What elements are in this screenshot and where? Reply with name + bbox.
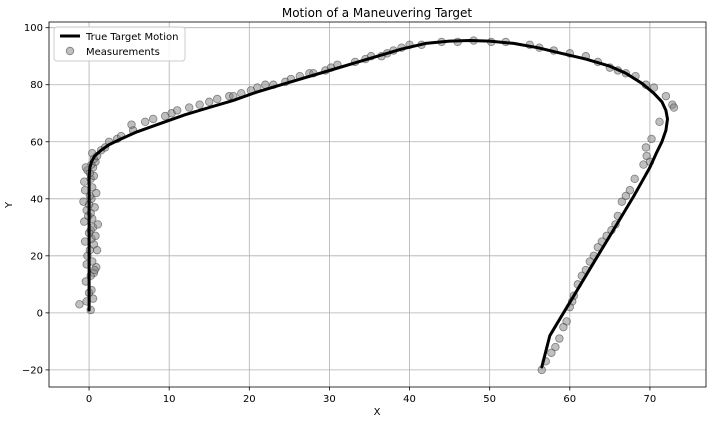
measurement-point bbox=[90, 265, 99, 275]
legend-marker-swatch bbox=[65, 46, 75, 56]
y-tick-label: 100 bbox=[24, 23, 43, 34]
plot-frame bbox=[48, 21, 707, 388]
y-tick-label: 0 bbox=[37, 308, 43, 319]
measurement-point bbox=[195, 100, 204, 109]
y-tick-label: 20 bbox=[30, 251, 43, 262]
measurement-point bbox=[93, 220, 103, 229]
measurement-point bbox=[75, 300, 84, 309]
x-tick-label: 60 bbox=[563, 394, 576, 405]
measurement-point bbox=[127, 120, 136, 129]
x-tick-label: 30 bbox=[323, 394, 336, 405]
x-tick-label: 0 bbox=[86, 394, 92, 405]
measurement-point bbox=[205, 97, 214, 107]
x-tick-label: 20 bbox=[243, 394, 256, 405]
y-ticks: −20 0 20 40 60 80 100 bbox=[22, 23, 49, 376]
grid bbox=[49, 22, 706, 387]
legend-label-true-motion: True Target Motion bbox=[85, 32, 178, 43]
legend: True Target Motion Measurements bbox=[53, 26, 186, 62]
measurement-point bbox=[172, 106, 182, 115]
measurement-point bbox=[79, 197, 88, 206]
measurement-point bbox=[647, 134, 656, 144]
measurement-point bbox=[630, 174, 639, 184]
measurement-point bbox=[148, 114, 158, 124]
y-tick-label: −20 bbox=[22, 365, 43, 376]
legend-box bbox=[53, 26, 186, 62]
x-axis-label: X bbox=[374, 407, 381, 418]
chart-title: Motion of a Maneuvering Target bbox=[282, 6, 473, 20]
y-tick-label: 40 bbox=[30, 194, 43, 205]
measurement-point bbox=[213, 94, 222, 104]
measurement-point bbox=[547, 348, 556, 357]
measurement-point bbox=[555, 334, 564, 343]
measurement-point bbox=[625, 186, 635, 195]
plot-content bbox=[75, 36, 679, 375]
x-ticks: 0 10 20 30 40 50 60 70 bbox=[86, 387, 656, 405]
measurement-point bbox=[551, 342, 560, 352]
true-target-motion-line bbox=[87, 39, 669, 369]
x-tick-label: 10 bbox=[163, 394, 176, 405]
x-tick-label: 70 bbox=[644, 394, 657, 405]
measurement-point bbox=[669, 103, 679, 112]
legend-label-measurements: Measurements bbox=[86, 47, 160, 58]
measurement-point bbox=[655, 117, 664, 127]
y-tick-label: 80 bbox=[30, 80, 43, 91]
measurement-point bbox=[617, 197, 627, 206]
measurement-point bbox=[641, 143, 651, 152]
measurement-point bbox=[185, 103, 194, 112]
measurement-point bbox=[621, 191, 631, 201]
measurement-point bbox=[639, 160, 648, 169]
measurement-point bbox=[559, 322, 568, 332]
y-tick-label: 60 bbox=[30, 137, 43, 148]
x-tick-label: 50 bbox=[483, 394, 496, 405]
measurement-point bbox=[661, 91, 671, 101]
y-axis-label: Y bbox=[4, 201, 15, 209]
measurement-point bbox=[140, 117, 150, 127]
x-tick-label: 40 bbox=[403, 394, 416, 405]
